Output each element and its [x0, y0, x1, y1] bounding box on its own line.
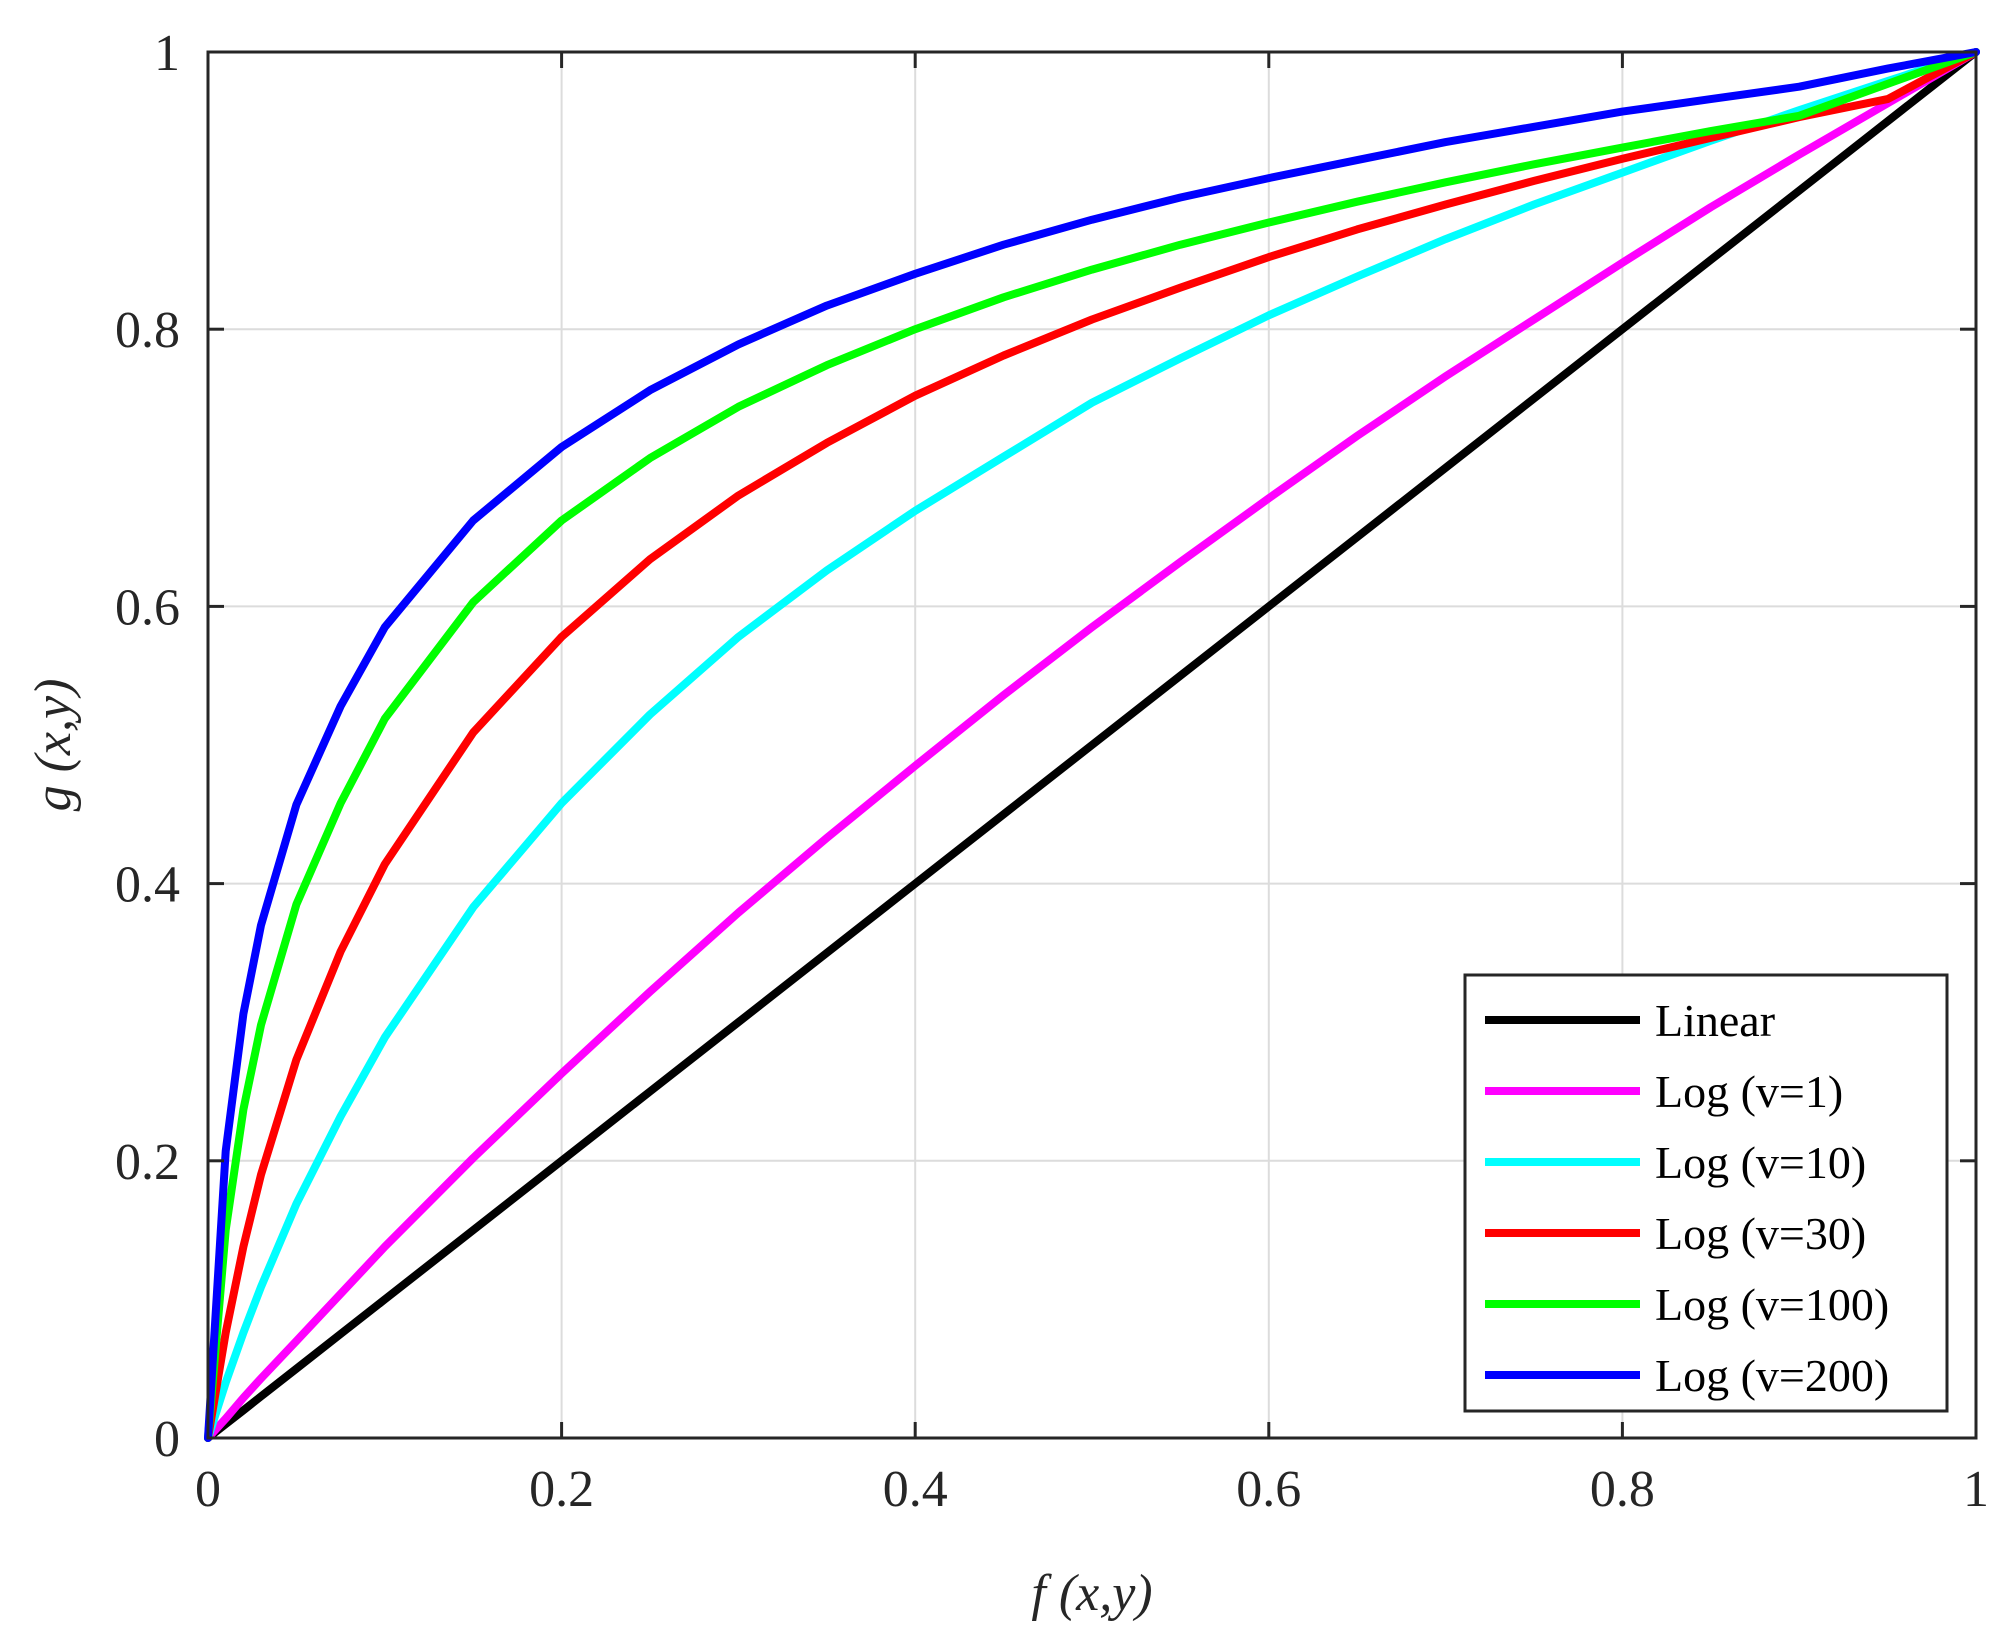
legend-label-1: Log (v=1): [1655, 1066, 1843, 1117]
x-axis-label: f (x,y): [1031, 1565, 1152, 1622]
series-line-5: [204, 48, 1980, 1442]
legend-box: [1463, 973, 1949, 1413]
y-tick-label-0: 0: [154, 1411, 180, 1468]
series-line-4: [204, 48, 1980, 1442]
legend-label-5: Log (v=200): [1655, 1350, 1889, 1401]
y-tick-label-2: 0.4: [115, 857, 180, 914]
series-line-3: [204, 48, 1980, 1442]
series-line-0: [204, 48, 1980, 1442]
legend-label-2: Log (v=10): [1655, 1137, 1866, 1188]
x-tick-label-1: 0.2: [529, 1461, 594, 1518]
series-line-1: [204, 48, 1980, 1442]
series-line-2: [204, 48, 1980, 1442]
x-tick-label-4: 0.8: [1590, 1461, 1655, 1518]
x-tick-labels: 0 0.2 0.4 0.6 0.8 1: [195, 1461, 1989, 1518]
x-tick-label-0: 0: [195, 1461, 221, 1518]
y-tick-label-4: 0.8: [115, 302, 180, 359]
legend-label-3: Log (v=30): [1655, 1208, 1866, 1259]
x-tick-label-5: 1: [1963, 1461, 1989, 1518]
axis-ticks: [206, 50, 1978, 1440]
legend-label-4: Log (v=100): [1655, 1279, 1889, 1330]
plot-area-frame: [206, 50, 1978, 1440]
legend: Linear Log (v=1) Log (v=10) Log (v=30) Log (…: [1463, 973, 1949, 1413]
x-tick-label-2: 0.4: [883, 1461, 948, 1518]
series-lines: [204, 48, 1980, 1442]
y-axis-label: g (x,y): [25, 679, 82, 812]
y-tick-labels: 0 0.2 0.4 0.6 0.8 1: [115, 25, 180, 1468]
y-tick-label-3: 0.6: [115, 579, 180, 636]
y-tick-label-5: 1: [154, 25, 180, 82]
legend-label-0: Linear: [1655, 995, 1775, 1046]
x-tick-label-3: 0.6: [1236, 1461, 1301, 1518]
y-tick-label-1: 0.2: [115, 1134, 180, 1191]
